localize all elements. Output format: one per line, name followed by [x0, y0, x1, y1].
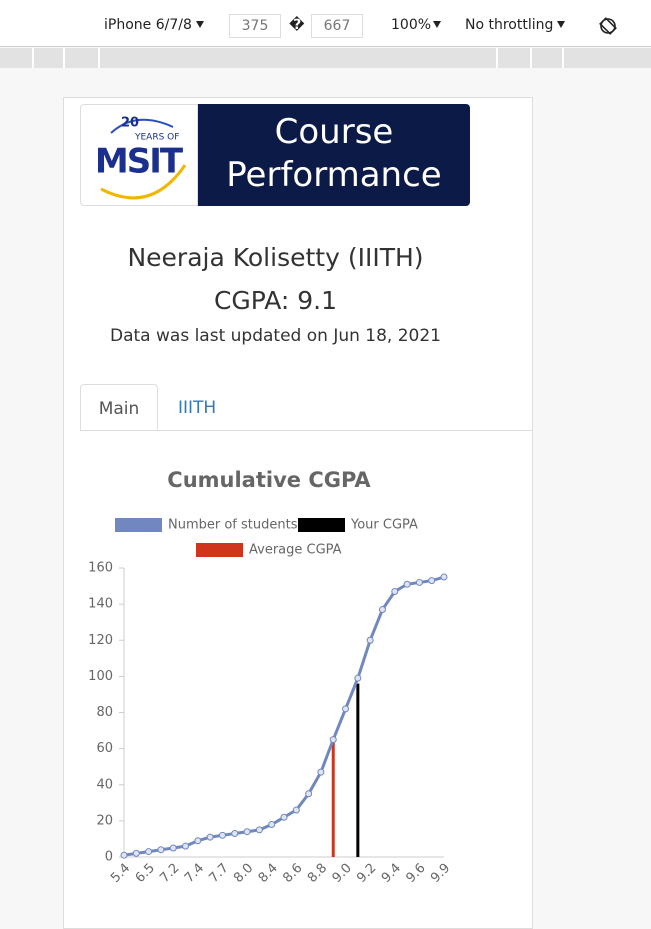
line-point — [145, 848, 153, 856]
line-point — [132, 849, 140, 857]
line-point — [354, 674, 362, 682]
y-tick-label: 20 — [96, 813, 113, 828]
devtools-toolbar: iPhone 6/7/8 375 � 667 100% No throttlin… — [0, 0, 651, 47]
y-tick-label: 80 — [96, 705, 113, 720]
line-point — [292, 806, 300, 814]
tab[interactable]: IIITH — [178, 398, 217, 418]
update-note: Data was last updated on Jun 18, 2021 — [110, 326, 441, 346]
x-tick-label: 8.8 — [305, 861, 330, 886]
legend-label: Average CGPA — [249, 543, 342, 558]
line-point — [194, 837, 202, 845]
x-tick-label: 9.0 — [330, 861, 355, 886]
line-point — [317, 768, 325, 776]
line-point — [428, 577, 436, 585]
line-point — [403, 580, 411, 588]
height-input[interactable]: 667 — [311, 14, 363, 38]
legend-swatch — [298, 518, 345, 532]
tab-active[interactable]: Main — [80, 384, 158, 431]
legend-swatch — [196, 543, 243, 557]
line-point — [231, 830, 239, 838]
toolbar-icons — [196, 17, 617, 35]
ruler — [0, 48, 651, 68]
legend-label: Number of students — [168, 518, 298, 533]
line-point — [243, 828, 251, 836]
dropdown-arrow — [557, 21, 565, 28]
dimension-separator: � — [289, 17, 305, 33]
x-tick-label: 9.4 — [379, 861, 404, 886]
x-tick-label: 7.7 — [207, 861, 232, 886]
dropdown-arrow — [433, 21, 441, 28]
y-tick-label: 60 — [96, 741, 113, 756]
line-point — [255, 826, 263, 834]
cgpa-bar — [356, 683, 360, 857]
line-point — [305, 790, 313, 798]
chart-title: Cumulative CGPA — [167, 468, 371, 492]
line-point — [391, 587, 399, 595]
dropdown-arrow — [196, 21, 204, 28]
line — [123, 575, 445, 857]
logo-number: 20 — [121, 116, 139, 131]
y-tick-label: 0 — [105, 850, 113, 865]
device-select[interactable]: iPhone 6/7/8 — [104, 17, 192, 33]
y-tick-label: 120 — [88, 633, 113, 648]
line-point — [329, 736, 337, 744]
student-name: Neeraja Kolisetty (IIITH) — [127, 243, 424, 272]
student-cgpa: CGPA: 9.1 — [213, 286, 338, 315]
x-tick-label: 7.2 — [157, 861, 182, 886]
x-tick-label: 7.4 — [182, 861, 207, 886]
line-point — [182, 842, 190, 850]
cgpa-bar — [331, 739, 335, 857]
line-point — [157, 846, 165, 854]
y-tick-label: 160 — [88, 561, 113, 576]
line-point — [366, 636, 374, 644]
y-tick-label: 40 — [96, 777, 113, 792]
line-point — [440, 573, 448, 581]
logo-name: MSIT — [95, 142, 184, 182]
line-point — [206, 833, 214, 841]
line-point — [342, 705, 350, 713]
line-point — [120, 851, 128, 859]
x-tick-label: 6.5 — [133, 861, 158, 886]
logo: 20 YEARS OF MSIT — [80, 104, 198, 206]
legend-label: Your CGPA — [350, 518, 418, 533]
line-point — [268, 820, 276, 828]
legend-swatch — [115, 518, 162, 532]
logo-art: 20 YEARS OF MSIT — [95, 116, 187, 200]
line-point — [378, 606, 386, 614]
width-input[interactable]: 375 — [229, 14, 281, 38]
throttling-select[interactable]: No throttling — [465, 17, 554, 33]
zoom-select[interactable]: 100% — [391, 17, 432, 33]
y-tick-label: 140 — [88, 597, 113, 612]
y-tick-label: 100 — [88, 669, 113, 684]
x-tick-label: 8.6 — [280, 861, 305, 886]
x-tick-label: 8.4 — [256, 861, 281, 886]
tab-divider — [80, 430, 532, 431]
rotate-button[interactable] — [599, 17, 617, 35]
line-point — [218, 831, 226, 839]
line-point — [415, 578, 423, 586]
x-tick-label: 8.0 — [231, 861, 256, 886]
ruler-marks — [32, 48, 564, 68]
x-tick-label: 9.9 — [428, 861, 453, 886]
x-tick-label: 9.2 — [354, 861, 379, 886]
page-title: Course Performance — [198, 104, 470, 206]
line-point — [280, 813, 288, 821]
page-card — [63, 97, 533, 929]
x-tick-label: 9.6 — [403, 861, 428, 886]
line-point — [169, 844, 177, 852]
logo-caption: YEARS OF — [134, 133, 179, 143]
